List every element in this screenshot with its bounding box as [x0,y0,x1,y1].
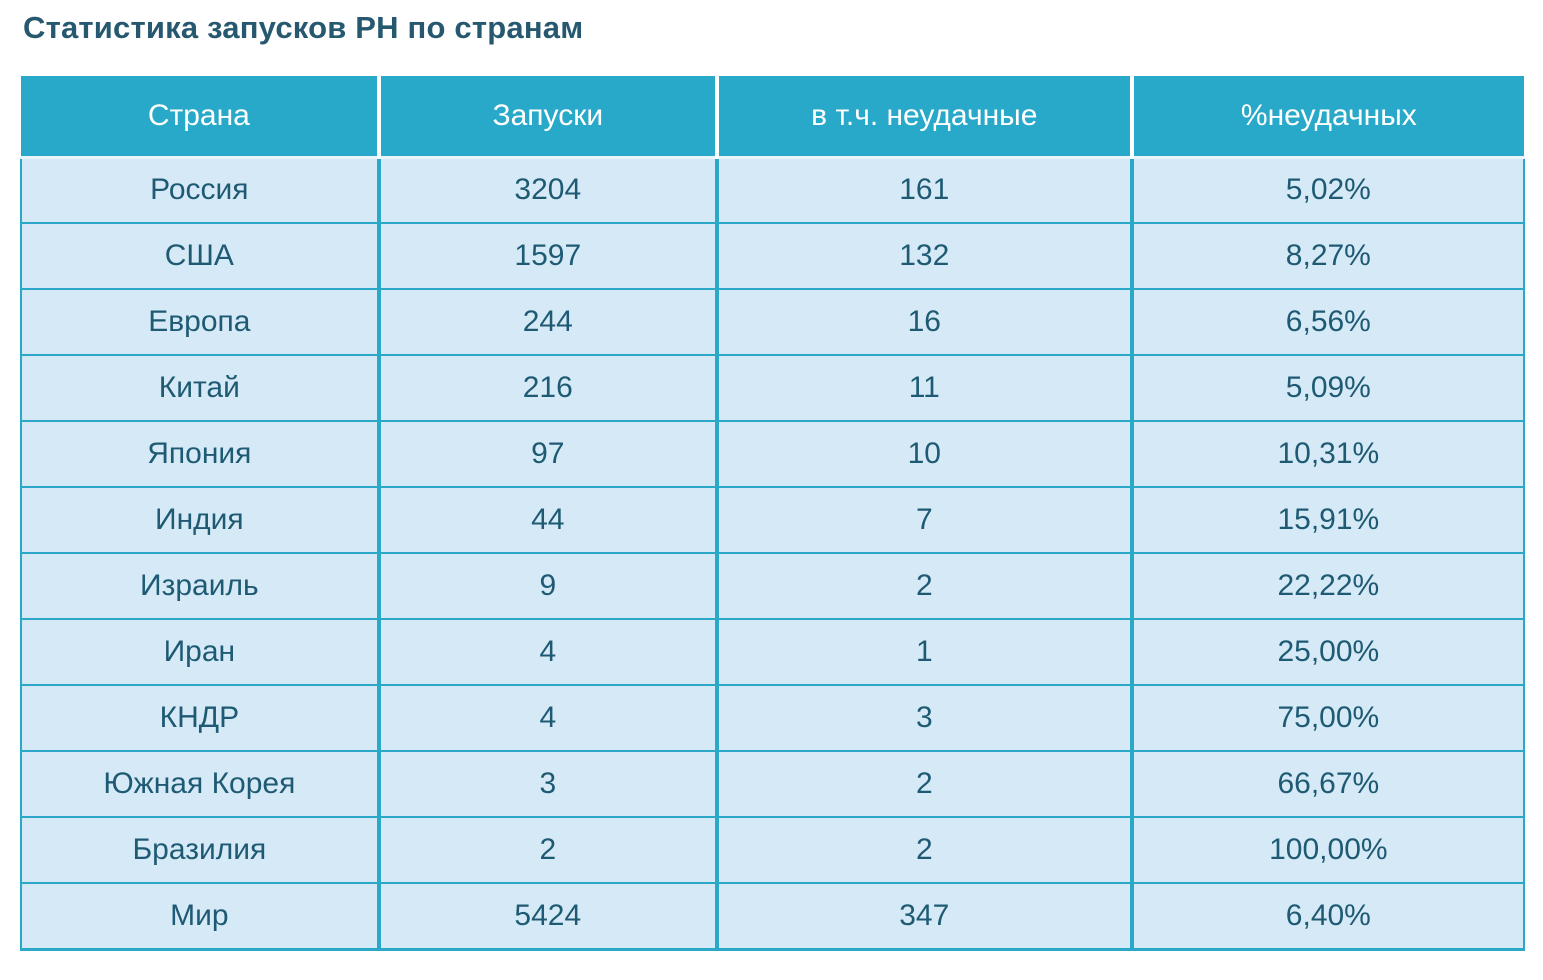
failure-pct-cell: 6,40% [1129,882,1526,950]
country-cell: Бразилия [20,816,380,884]
table-row: Европа 244 16 6,56% [20,288,1526,356]
failure-pct-cell: 5,02% [1129,156,1526,224]
failure-pct-cell: 5,09% [1129,354,1526,422]
failure-pct-cell: 100,00% [1129,816,1526,884]
launches-cell: 5424 [376,882,718,950]
page-title: Статистика запусков РН по странам [23,10,584,45]
launches-cell: 3 [376,750,718,818]
launches-cell: 44 [376,486,718,554]
failures-cell: 2 [714,750,1133,818]
failure-pct-cell: 15,91% [1129,486,1526,554]
country-cell: Япония [20,420,380,488]
table-row: КНДР 4 3 75,00% [20,684,1526,752]
failures-cell: 347 [714,882,1133,950]
table-row: Южная Корея 3 2 66,67% [20,750,1526,818]
column-header-country: Страна [21,76,379,159]
failures-cell: 132 [714,222,1133,290]
table-row: Китай 216 11 5,09% [20,354,1526,422]
column-header-failure-pct: %неудачных [1129,76,1524,159]
failures-cell: 2 [714,552,1133,620]
country-cell: Южная Корея [20,750,380,818]
failure-pct-cell: 25,00% [1129,618,1526,686]
failures-cell: 3 [714,684,1133,752]
launches-cell: 216 [376,354,718,422]
launches-cell: 244 [376,288,718,356]
launches-cell: 2 [376,816,718,884]
table-row: Мир 5424 347 6,40% [20,882,1526,950]
country-cell: Израиль [20,552,380,620]
failure-pct-cell: 75,00% [1129,684,1526,752]
launches-cell: 9 [376,552,718,620]
country-cell: Индия [20,486,380,554]
failures-cell: 1 [714,618,1133,686]
table-row: Бразилия 2 2 100,00% [20,816,1526,884]
country-cell: КНДР [20,684,380,752]
launches-cell: 4 [376,618,718,686]
failures-cell: 11 [714,354,1133,422]
country-cell: Китай [20,354,380,422]
failures-cell: 2 [714,816,1133,884]
failures-cell: 7 [714,486,1133,554]
column-header-launches: Запуски [376,76,717,159]
launches-cell: 3204 [376,156,718,224]
launches-cell: 97 [376,420,718,488]
launches-cell: 4 [376,684,718,752]
table-row: Россия 3204 161 5,02% [20,156,1526,224]
country-cell: Иран [20,618,380,686]
table-row: Иран 4 1 25,00% [20,618,1526,686]
failure-pct-cell: 66,67% [1129,750,1526,818]
failures-cell: 10 [714,420,1133,488]
launches-cell: 1597 [376,222,718,290]
failure-pct-cell: 10,31% [1129,420,1526,488]
column-header-failures: в т.ч. неудачные [714,76,1132,159]
launch-stats-table: Страна Запуски в т.ч. неудачные %неудачных … [20,76,1526,951]
country-cell: Европа [20,288,380,356]
country-cell: Мир [20,882,380,950]
country-cell: Россия [20,156,380,224]
failure-pct-cell: 6,56% [1129,288,1526,356]
failure-pct-cell: 8,27% [1129,222,1526,290]
country-cell: США [20,222,380,290]
table-row: Израиль 9 2 22,22% [20,552,1526,620]
failures-cell: 161 [714,156,1133,224]
failure-pct-cell: 22,22% [1129,552,1526,620]
failures-cell: 16 [714,288,1133,356]
table-row: США 1597 132 8,27% [20,222,1526,290]
table-header-row: Страна Запуски в т.ч. неудачные %неудачных [21,76,1524,159]
table-row: Япония 97 10 10,31% [20,420,1526,488]
table-row: Индия 44 7 15,91% [20,486,1526,554]
